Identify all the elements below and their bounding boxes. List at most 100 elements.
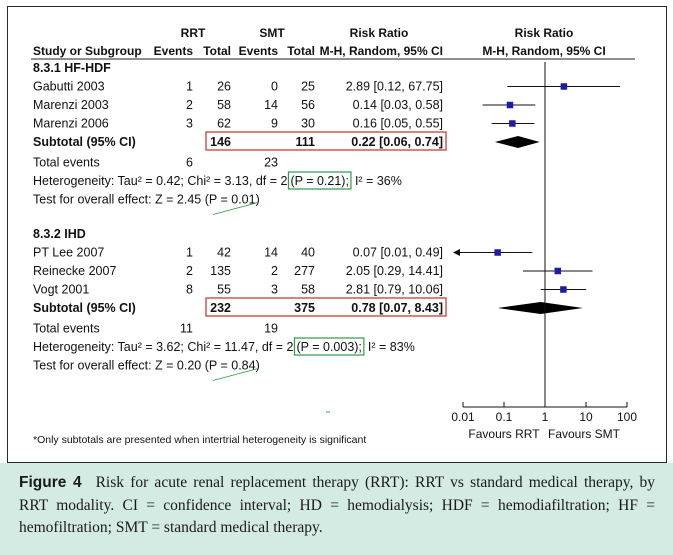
header-total2: Total (287, 44, 315, 58)
forest-plot: RRT SMT Risk Ratio Risk Ratio Study or Subgr… (31, 26, 637, 446)
study-events2: 0 (271, 80, 278, 94)
subtotal-total2: 375 (294, 301, 315, 315)
subtotal-highlight-box (205, 131, 447, 151)
study-ci: 2.05 [0.29, 14.41] (346, 264, 443, 278)
figure-label: Figure 4 (19, 474, 82, 491)
x-axis-tick-label: 0.01 (451, 410, 475, 424)
study-total2: 25 (301, 80, 315, 94)
total-events-rrt: 6 (186, 156, 193, 170)
study-point (560, 83, 568, 90)
overall-effect-text: Test for overall effect: Z = 0.20 (P = 0… (33, 359, 260, 373)
study-events1: 2 (186, 264, 193, 278)
heterogeneity-i2: I² = 83% (368, 340, 415, 354)
study-total2: 30 (301, 117, 315, 131)
study-name: Marenzi 2006 (33, 117, 109, 131)
handwritten-mark (212, 368, 259, 381)
header-group2: SMT (259, 26, 285, 40)
heterogeneity-text: Heterogeneity: Tau² = 0.42; Chi² = 3.13,… (33, 174, 287, 188)
header-study: Study or Subgroup (33, 44, 142, 58)
study-events1: 8 (186, 283, 193, 297)
study-point (494, 249, 501, 256)
x-axis-tick-label: 100 (617, 410, 637, 424)
study-total1: 55 (217, 283, 231, 297)
total-events-smt: 19 (264, 322, 278, 336)
header-plot-title: Risk Ratio (515, 26, 574, 40)
forest-plot-frame (7, 6, 667, 463)
study-events2: 3 (271, 283, 278, 297)
heterogeneity-p: (P = 0.21); (290, 174, 348, 188)
study-total1: 42 (217, 246, 231, 260)
subtotal-ci: 0.22 [0.06, 0.74] (351, 135, 443, 149)
x-axis-tick-label: 10 (579, 410, 593, 424)
heterogeneity-text: Heterogeneity: Tau² = 3.62; Chi² = 11.47… (33, 340, 294, 354)
heterogeneity-highlight-box (293, 337, 365, 356)
total-events-rrt: 11 (180, 322, 193, 336)
header-group1: RRT (181, 26, 206, 40)
study-ci: 0.14 [0.03, 0.58] (353, 98, 443, 112)
study-point (554, 267, 562, 275)
subtotal-highlight-box (205, 297, 447, 317)
study-name: Reinecke 2007 (33, 264, 116, 278)
study-total2: 40 (301, 246, 315, 260)
study-events1: 1 (186, 80, 193, 94)
subgroup-title: 8.3.1 HF-HDF (33, 61, 111, 75)
study-total1: 26 (217, 80, 231, 94)
study-events2: 14 (264, 246, 278, 260)
header-total1: Total (203, 44, 231, 58)
study-point (560, 286, 567, 293)
study-total2: 58 (301, 283, 315, 297)
study-events1: 2 (186, 98, 193, 112)
subgroup-title: 8.3.2 IHD (33, 227, 86, 241)
study-ci: 2.81 [0.79, 10.06] (346, 283, 443, 297)
subtotal-total2: 111 (296, 135, 316, 149)
heterogeneity-highlight-box (287, 171, 352, 190)
subtotal-ci: 0.78 [0.07, 8.43] (351, 301, 443, 315)
header-events2: Events (239, 44, 279, 58)
total-events-label: Total events (33, 156, 100, 170)
subtotal-total1: 232 (210, 301, 231, 315)
study-ci-arrow (453, 249, 460, 256)
subtotal-diamond (494, 136, 540, 148)
study-ci: 0.16 [0.05, 0.55] (353, 117, 443, 131)
heterogeneity-i2: I² = 36% (355, 174, 402, 188)
total-events-label: Total events (33, 322, 100, 336)
subtotal-label: Subtotal (95% CI) (33, 301, 136, 315)
caption-box (0, 463, 673, 555)
study-total1: 58 (217, 98, 231, 112)
heterogeneity-p: (P = 0.003); (296, 340, 361, 354)
study-name: Marenzi 2003 (33, 98, 109, 112)
overall-effect-text: Test for overall effect: Z = 2.45 (P = 0… (33, 193, 260, 207)
footnote: *Only subtotals are presented when inter… (33, 434, 366, 446)
study-events2: 9 (271, 117, 278, 131)
header-plot-method: M-H, Random, 95% CI (482, 44, 605, 58)
study-events1: 3 (186, 117, 193, 131)
x-axis-tick-label: 0.1 (496, 410, 513, 424)
study-events1: 1 (186, 246, 193, 260)
study-name: Vogt 2001 (33, 283, 89, 297)
favours-left-label: Favours RRT (468, 427, 540, 441)
header-effect-title: Risk Ratio (350, 26, 409, 40)
study-ci: 0.07 [0.01, 0.49] (353, 246, 443, 260)
subtotal-label: Subtotal (95% CI) (33, 135, 136, 149)
study-name: PT Lee 2007 (33, 246, 104, 260)
study-events2: 14 (264, 98, 278, 112)
study-total1: 62 (217, 117, 231, 131)
study-point (509, 120, 516, 127)
study-total2: 277 (294, 264, 315, 278)
study-events2: 2 (271, 264, 278, 278)
study-ci: 2.89 [0.12, 67.75] (346, 80, 443, 94)
figure-caption: Figure 4 Risk for acute renal replacement… (19, 472, 655, 540)
handwritten-mark (212, 202, 259, 215)
x-axis-tick-label: 1 (542, 410, 549, 424)
subtotal-total1: 146 (210, 135, 231, 149)
study-name: Gabutti 2003 (33, 80, 105, 94)
favours-right-label: Favours SMT (548, 427, 621, 441)
header-ci: M-H, Random, 95% CI (320, 44, 443, 58)
study-total1: 135 (210, 264, 231, 278)
total-events-smt: 23 (264, 156, 278, 170)
figure-caption-text: Risk for acute renal replacement therapy… (19, 474, 655, 536)
subtotal-diamond (497, 302, 583, 314)
header-events1: Events (154, 44, 194, 58)
study-total2: 56 (301, 98, 315, 112)
study-point (506, 101, 514, 109)
